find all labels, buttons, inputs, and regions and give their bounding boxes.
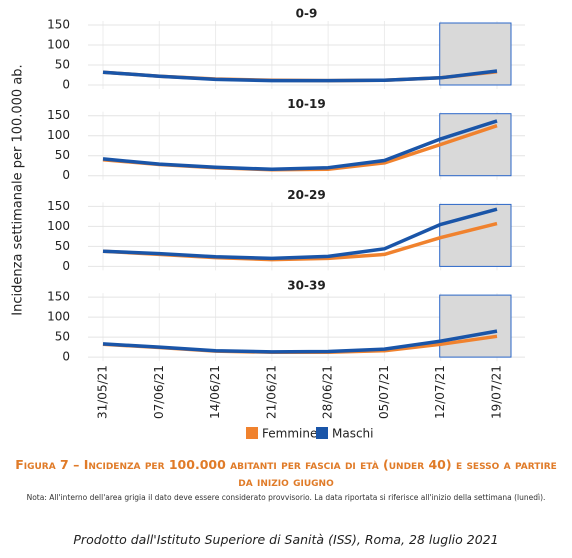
y-tick-label: 0 bbox=[62, 78, 70, 92]
y-tick-label: 150 bbox=[47, 108, 70, 122]
legend-label: Femmine bbox=[262, 427, 317, 441]
legend-swatch bbox=[316, 427, 328, 439]
x-tick-label: 31/05/21 bbox=[96, 365, 110, 419]
series-line bbox=[102, 329, 498, 354]
note: Nota: All'interno dell'area grigia il da… bbox=[26, 493, 546, 502]
provisional-area bbox=[439, 113, 512, 177]
series-line bbox=[102, 69, 498, 83]
chart: Incidenza settimanale per 100.000 ab. 0-… bbox=[11, 7, 525, 441]
x-tick-label: 19/07/21 bbox=[490, 365, 504, 419]
legend-swatch bbox=[246, 427, 258, 439]
series-line bbox=[102, 207, 498, 261]
y-tick-label: 0 bbox=[62, 350, 70, 364]
legend-label: Maschi bbox=[332, 427, 374, 441]
x-tick-label: 21/06/21 bbox=[264, 365, 278, 419]
y-tick-label: 100 bbox=[47, 38, 70, 52]
y-tick-label: 100 bbox=[47, 219, 70, 233]
y-tick-label: 0 bbox=[62, 168, 70, 182]
panel-title: 0-9 bbox=[296, 7, 318, 21]
y-tick-label: 100 bbox=[47, 128, 70, 142]
y-tick-label: 100 bbox=[47, 310, 70, 324]
x-tick-label: 05/07/21 bbox=[377, 365, 391, 419]
x-tick-label: 14/06/21 bbox=[208, 365, 222, 419]
y-tick-label: 0 bbox=[62, 259, 70, 273]
caption: Figura 7 – Incidenza per 100.000 abitant… bbox=[15, 457, 557, 489]
y-tick-label: 50 bbox=[55, 239, 70, 253]
y-axis-label: Incidenza settimanale per 100.000 ab. bbox=[11, 64, 26, 315]
y-tick-label: 50 bbox=[55, 148, 70, 162]
panel-title: 10-19 bbox=[287, 97, 325, 111]
y-tick-label: 150 bbox=[47, 199, 70, 213]
credit: Prodotto dall'Istituto Superiore di Sani… bbox=[73, 532, 499, 547]
panel-title: 30-39 bbox=[287, 279, 325, 293]
y-tick-label: 50 bbox=[55, 58, 70, 72]
provisional-area bbox=[439, 294, 512, 358]
x-tick-label: 12/07/21 bbox=[433, 365, 447, 419]
y-tick-label: 150 bbox=[47, 290, 70, 304]
x-tick-label: 28/06/21 bbox=[321, 365, 335, 419]
y-tick-label: 50 bbox=[55, 330, 70, 344]
panel-title: 20-29 bbox=[287, 188, 325, 202]
y-tick-label: 150 bbox=[47, 18, 70, 32]
series-line bbox=[102, 334, 498, 355]
series-line bbox=[102, 119, 498, 172]
x-tick-label: 07/06/21 bbox=[152, 365, 166, 419]
